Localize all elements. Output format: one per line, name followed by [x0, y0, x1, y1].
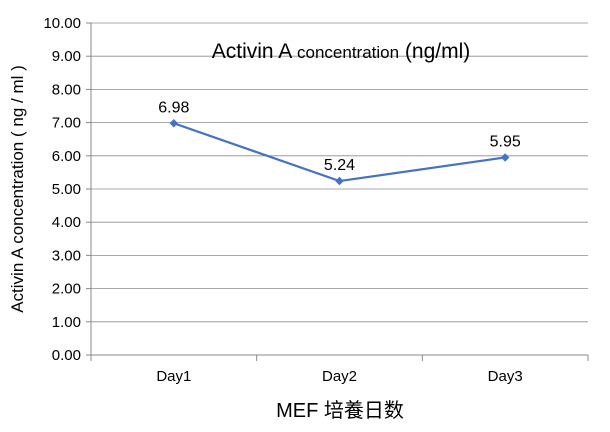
- x-tick-label: Day1: [156, 368, 191, 385]
- data-labels: 6.98 5.24 5.95: [158, 99, 521, 174]
- chart-title: Activin A concentration (ng/ml): [212, 40, 471, 63]
- x-tick-label: Day2: [322, 368, 357, 385]
- data-point-marker: [500, 153, 510, 162]
- y-tick-label: 3.00: [52, 247, 81, 264]
- chart-title-rest: concentration: [292, 43, 399, 62]
- y-tick-label: 5.00: [52, 181, 81, 198]
- data-label: 6.98: [158, 99, 189, 116]
- x-axis-label: MEF 培養日数: [276, 399, 404, 422]
- data-point-marker: [169, 118, 179, 128]
- y-tick-label: 0.00: [52, 347, 81, 364]
- chart-title-unit: (ng/ml): [399, 40, 470, 63]
- y-tick-label: 7.00: [52, 115, 81, 132]
- y-tick-label: 10.00: [43, 15, 81, 32]
- data-label: 5.95: [490, 133, 521, 150]
- y-axis-ticks: 0.00 1.00 2.00 3.00 4.00 5.00 6.00 7.00 8.00 9.00…: [43, 15, 91, 364]
- y-tick-label: 6.00: [52, 148, 81, 165]
- data-label: 5.24: [324, 157, 355, 174]
- y-tick-label: 8.00: [52, 81, 81, 98]
- y-tick-label: 4.00: [52, 214, 81, 231]
- y-axis-label: Activin A concentration ( ng / ml ): [8, 65, 27, 313]
- series-line: [169, 118, 510, 186]
- x-axis-ticks: Day1 Day2 Day3: [90, 355, 589, 385]
- y-tick-label: 1.00: [52, 314, 81, 331]
- chart-title-main: Activin A: [212, 40, 293, 63]
- y-tick-label: 9.00: [52, 48, 81, 65]
- x-tick-label: Day3: [488, 368, 523, 385]
- data-point-marker: [335, 176, 344, 186]
- y-tick-label: 2.00: [52, 281, 81, 298]
